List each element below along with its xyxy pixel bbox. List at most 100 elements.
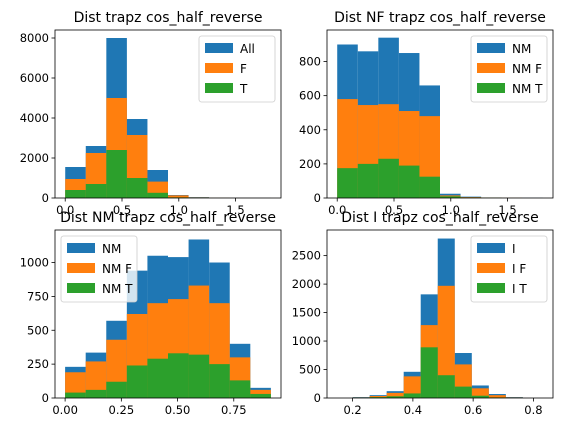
legend-label: NM F [512,62,542,76]
bar [209,364,230,398]
bar [106,381,127,398]
bar [250,393,271,398]
legend-swatch [477,283,505,293]
x-tick-label: 0.5 [113,203,131,217]
y-tick-label: 0 [314,391,321,405]
x-tick-label: 0.5 [385,203,403,217]
y-tick-label: 4000 [20,111,49,125]
y-tick-label: 2500 [292,249,321,263]
x-tick-label: 0.6 [464,403,482,417]
bar [126,178,148,198]
legend-label: NM F [102,262,132,276]
bar [126,365,148,398]
subplot-1: 0.0 0.5 1.0 1.5 0 2000 4000 6000 8000 Dist trapz … [20,10,282,217]
y-tick-label: 1000 [20,256,49,270]
y-tick-label: 500 [27,323,49,337]
bar [85,389,107,398]
legend: All FT [198,35,276,103]
x-tick-label: 0.75 [221,403,247,417]
axes-frame [54,229,282,399]
bar [378,158,399,198]
bar [337,168,358,198]
bar [437,285,455,398]
series-3 [65,150,271,198]
legend-label: All [240,42,255,56]
bar [147,358,168,398]
legend-label: I [512,242,516,256]
x-tick-label: 1.5 [498,203,516,217]
legend-swatch [205,63,233,73]
y-tick-label: 2000 [20,151,49,165]
x-tick-label: 0.0 [328,203,346,217]
y-tick-label: 200 [299,157,321,171]
axes-frame [54,29,282,199]
y-tick-label: 500 [299,363,321,377]
bar [357,163,379,198]
x-tick-label: 0.25 [109,403,135,417]
legend: NM NM F NM T [470,35,548,103]
legend-swatch [477,243,505,253]
subplot-title: Dist NF trapz cos_half_reverse [334,10,546,26]
bar [65,372,86,398]
bar [398,165,420,198]
legend-label: NM [512,42,531,56]
bar [65,392,86,398]
bar [437,375,455,398]
subplot-title: Dist trapz cos_half_reverse [74,10,263,26]
y-tick-label: 0 [42,391,49,405]
bar [369,397,387,398]
legend-label: T [239,82,248,96]
legend-swatch [67,263,95,273]
series-3 [337,158,502,198]
bar [168,195,189,198]
bar [386,392,404,398]
x-tick-label: 0.4 [404,403,422,417]
bar [188,354,210,398]
bar [85,184,107,198]
axes-frame [326,29,554,199]
bar [65,190,86,198]
y-tick-label: 8000 [20,31,49,45]
bar [106,150,127,198]
legend-swatch [477,43,505,53]
y-tick-label: 2000 [292,277,321,291]
legend-swatch [477,83,505,93]
bar [85,361,107,398]
subplot-2: 0.0 0.5 1.0 1.5 0 200 400 600 800 Dist NF trapz c… [299,10,554,217]
bar [440,196,461,198]
x-tick-label: 0.8 [524,403,542,417]
x-tick-label: 0.50 [165,403,191,417]
subplot-title: Dist NM trapz cos_half_reverse [60,210,276,226]
legend-swatch [205,43,233,53]
x-tick-label: 0.00 [52,403,78,417]
bar [471,395,489,398]
y-tick-label: 600 [299,89,321,103]
y-tick-label: 750 [27,289,49,303]
legend-swatch [477,63,505,73]
subplot-title: Dist I trapz cos_half_reverse [341,210,538,226]
bar [147,192,168,198]
y-tick-label: 6000 [20,71,49,85]
y-tick-label: 250 [27,357,49,371]
legend-label: F [240,62,247,76]
y-tick-label: 400 [299,123,321,137]
legend-swatch [67,243,95,253]
bar [454,386,472,398]
legend-label: I F [512,262,526,276]
legend-label: NM [102,242,121,256]
x-tick-label: 0.0 [56,203,74,217]
subplot-3: 0.00 0.25 0.50 0.75 0 250 500 750 1000 Dist NM tr… [20,210,282,417]
bar [488,395,506,398]
axes-frame [326,229,554,399]
bar [168,353,189,398]
legend-label: I T [512,282,527,296]
y-tick-label: 800 [299,55,321,69]
bar [229,380,251,398]
legend-swatch [477,263,505,273]
legend-label: NM T [512,82,543,96]
series-3 [65,353,271,398]
x-tick-label: 1.0 [442,203,460,217]
bar [420,347,438,398]
y-tick-label: 0 [42,191,49,205]
